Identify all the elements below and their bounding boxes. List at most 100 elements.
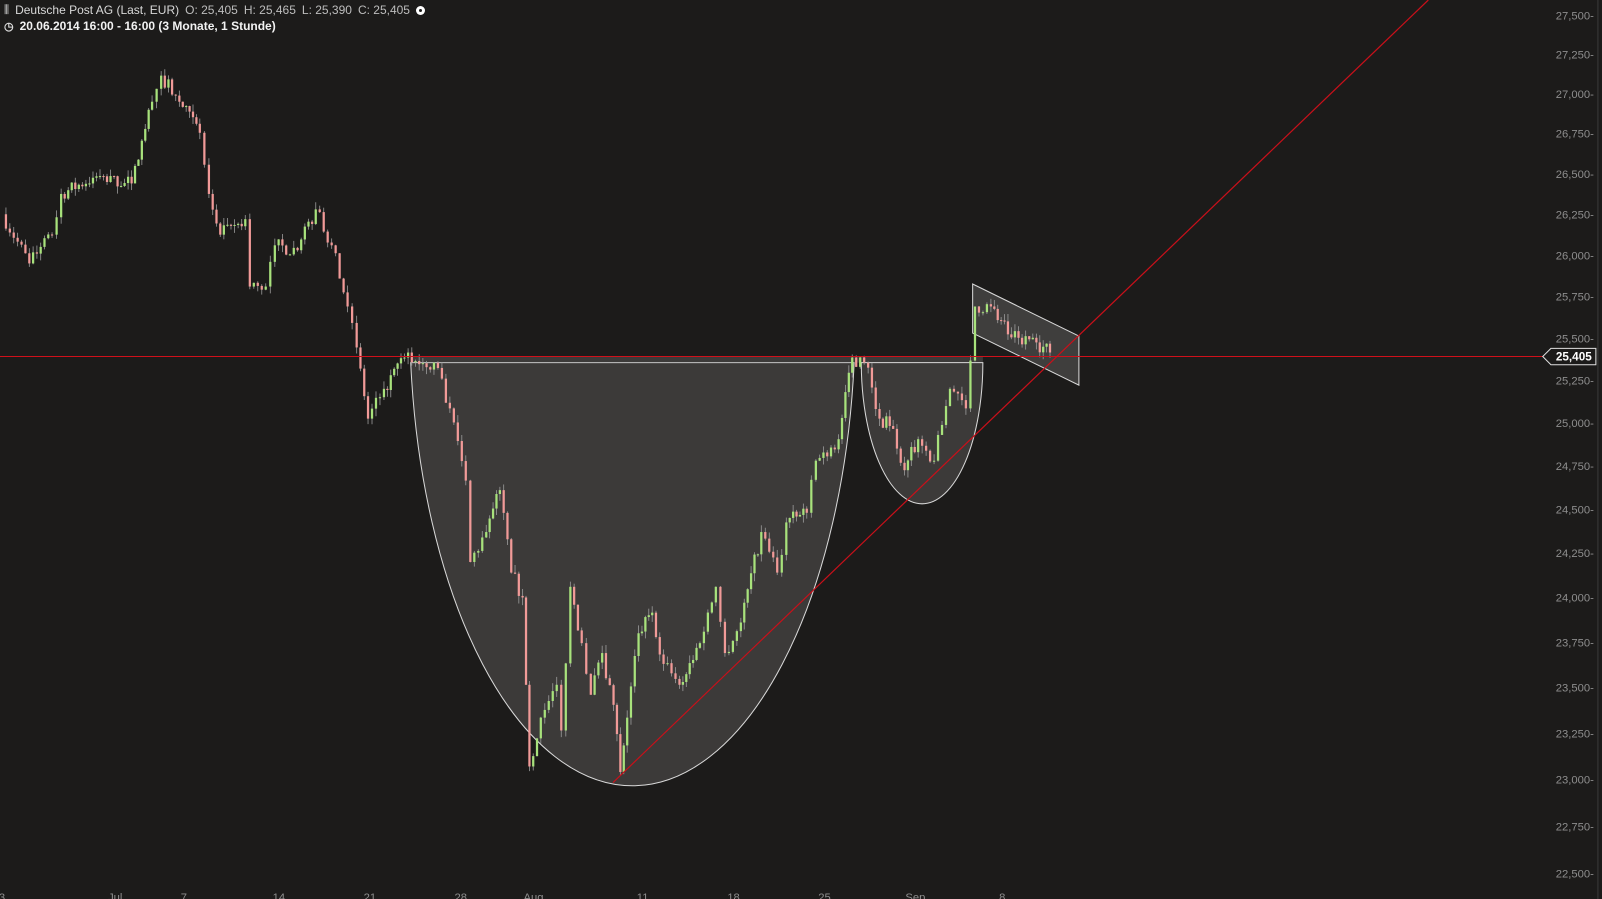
candles-group [4,69,1052,775]
candle-up [1013,331,1017,338]
candle-up [622,745,625,773]
candle-up [969,360,972,409]
candle-up [746,589,749,603]
candle-up [292,247,295,255]
candle-down [248,219,251,287]
candle-up [569,586,572,664]
candle-down [386,388,389,391]
cup-drawing[interactable] [410,362,855,787]
candle-down [776,557,779,573]
candle-down [662,654,665,664]
y-tick-label: 26,250- [1556,209,1594,221]
candle-up [822,452,825,458]
candle-up [233,224,236,226]
candle-up [749,573,753,590]
candle-down [195,117,198,124]
candle-up [237,223,240,225]
candle-down [573,586,576,605]
indicator-bars-icon[interactable]: ⫼ [4,3,10,16]
open-value: O: 25,405 [185,3,238,17]
candle-down [469,480,472,562]
candle-down [826,452,829,457]
candle-up [1042,346,1045,353]
y-tick-label: 26,750- [1556,129,1594,141]
y-tick-label: 25,500- [1556,333,1594,345]
y-tick-label: 25,000- [1556,418,1594,430]
candle-up [403,357,406,359]
candle-up [743,602,746,623]
candle-down [24,244,27,254]
candle-down [580,630,583,644]
candle-down [63,193,66,199]
x-tick-label: Jul [108,892,122,899]
candle-up [644,617,647,632]
candle-up [691,659,695,664]
candle-down [170,79,174,95]
candle-down [334,245,337,254]
candle-down [615,704,619,735]
candle-up [626,717,629,746]
y-tick-label: 26,000- [1556,250,1594,262]
candle-up [150,101,154,110]
candle-down [260,285,263,290]
candle-down [895,428,899,449]
candle-down [181,101,184,107]
candle-down [436,362,440,368]
candle-up [473,552,476,562]
candle-down [993,306,996,309]
candle-down [1006,321,1010,335]
candle-up [91,177,95,184]
candle-up [859,357,862,367]
candle-down [452,408,455,423]
y-axis[interactable]: 27,500- 27,250- 27,000- 26,750- 26,500- 26,25… [1556,10,1594,880]
candle-down [805,508,808,513]
candle-up [837,439,840,450]
candle-up [140,140,143,160]
candle-up [498,490,502,495]
candle-up [307,221,310,227]
candle-up [539,717,542,739]
candle-up [818,457,821,461]
candle-down [678,678,681,685]
candle-up [629,686,633,718]
candle-down [960,393,964,401]
candle-up [123,183,126,186]
candle-up [647,615,650,618]
candle-up [814,460,817,480]
settings-circle-icon[interactable] [415,5,425,15]
candle-up [698,643,702,648]
x-tick-label: 28 [455,892,467,899]
candle-down [444,378,448,403]
candle-up [47,234,50,239]
candle-down [892,425,895,429]
y-tick-label: 27,500- [1556,10,1594,22]
candle-up [810,479,813,513]
candle-down [952,388,956,392]
candle-down [670,663,673,674]
support-trendline[interactable] [612,0,1429,783]
candle-down [855,357,858,367]
candle-down [326,231,329,243]
candle-down [612,685,615,705]
candle-up [851,357,854,373]
candle-down [346,292,349,307]
candle-up [910,446,913,461]
candle-down [191,111,195,118]
candle-up [633,655,636,687]
candle-down [198,123,201,133]
handle-drawing[interactable] [860,362,984,505]
candle-down [517,573,520,596]
candle-up [535,738,539,757]
candle-down [619,734,622,773]
candle-up [543,709,546,718]
candle-down [112,176,116,178]
candle-up [685,674,688,682]
candle-up [396,363,399,369]
candle-up [300,239,303,251]
candle-up [185,106,188,108]
x-axis[interactable]: 3 Jul 7 14 21 28 Aug 11 18 25 Sep 8 [0,892,1005,899]
candle-up [421,363,425,365]
candle-up [88,183,91,185]
candle-down [870,367,874,388]
